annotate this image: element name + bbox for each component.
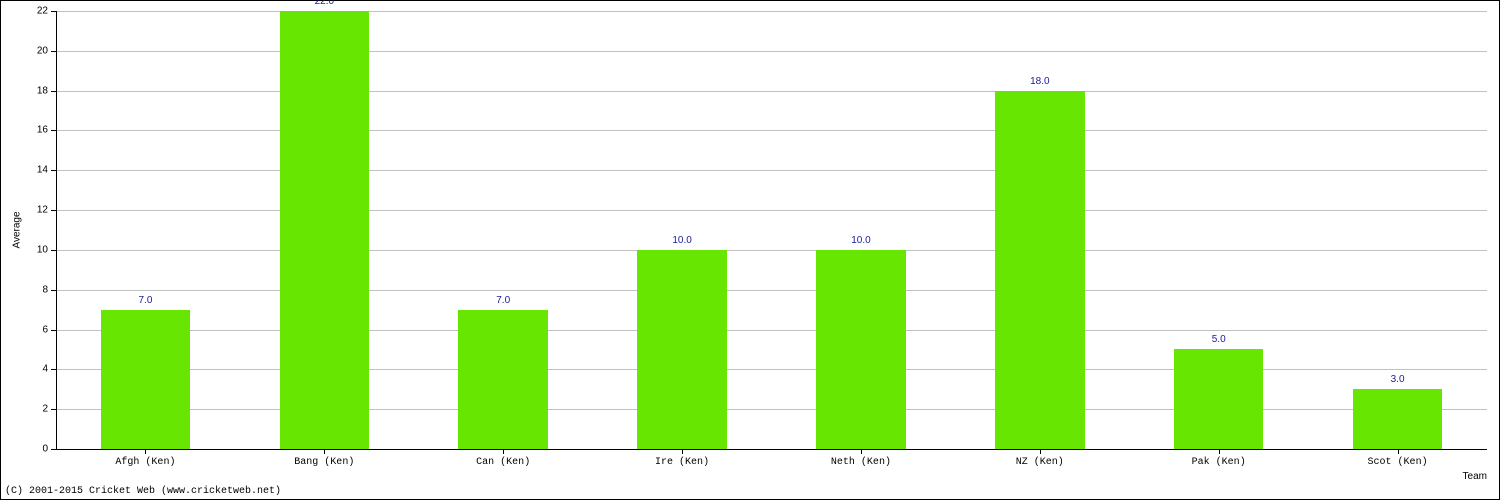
gridline bbox=[56, 11, 1487, 12]
y-tick-label: 0 bbox=[42, 444, 48, 455]
x-tick-label: Can (Ken) bbox=[476, 457, 530, 468]
y-tick-label: 10 bbox=[37, 244, 48, 255]
x-tick-label: Pak (Ken) bbox=[1192, 457, 1246, 468]
y-tick-label: 20 bbox=[37, 45, 48, 56]
x-tick-label: Neth (Ken) bbox=[831, 457, 891, 468]
gridline bbox=[56, 330, 1487, 331]
footer-copyright: (C) 2001-2015 Cricket Web (www.cricketwe… bbox=[5, 486, 281, 497]
y-tick-label: 8 bbox=[42, 284, 48, 295]
x-tick-mark bbox=[1398, 449, 1399, 454]
chart-frame: 0 2 4 6 8 10 12 14 16 18 20 22 7.0 Afgh (Ken) 22.0 Bang… bbox=[0, 0, 1500, 500]
x-tick-label: Bang (Ken) bbox=[294, 457, 354, 468]
y-tick-label: 4 bbox=[42, 364, 48, 375]
x-axis-title: Team bbox=[1463, 471, 1487, 482]
y-axis-line bbox=[56, 11, 57, 449]
y-tick-label: 22 bbox=[37, 6, 48, 17]
bar bbox=[458, 310, 547, 449]
gridline bbox=[56, 91, 1487, 92]
x-tick-mark bbox=[1040, 449, 1041, 454]
plot-area: 02468101214161820227.0Afgh (Ken)22.0Bang… bbox=[56, 11, 1487, 449]
bar bbox=[1174, 349, 1263, 449]
bar-value-label: 7.0 bbox=[496, 295, 510, 306]
y-axis-title: Average bbox=[12, 211, 23, 248]
y-tick-label: 14 bbox=[37, 165, 48, 176]
x-tick-label: Afgh (Ken) bbox=[115, 457, 175, 468]
gridline bbox=[56, 409, 1487, 410]
x-tick-label: Ire (Ken) bbox=[655, 457, 709, 468]
y-tick-label: 12 bbox=[37, 205, 48, 216]
x-tick-label: Scot (Ken) bbox=[1368, 457, 1428, 468]
x-tick-mark bbox=[324, 449, 325, 454]
x-tick-mark bbox=[145, 449, 146, 454]
bar bbox=[280, 11, 369, 449]
bar-value-label: 10.0 bbox=[672, 235, 691, 246]
bar bbox=[816, 250, 905, 449]
y-tick-label: 18 bbox=[37, 85, 48, 96]
bar bbox=[1353, 389, 1442, 449]
bar-value-label: 5.0 bbox=[1212, 334, 1226, 345]
bar bbox=[101, 310, 190, 449]
y-tick-label: 2 bbox=[42, 404, 48, 415]
y-tick-label: 6 bbox=[42, 324, 48, 335]
x-tick-mark bbox=[503, 449, 504, 454]
bar bbox=[995, 91, 1084, 449]
gridline bbox=[56, 130, 1487, 131]
bar bbox=[637, 250, 726, 449]
x-tick-mark bbox=[1219, 449, 1220, 454]
y-tick-label: 16 bbox=[37, 125, 48, 136]
gridline bbox=[56, 250, 1487, 251]
bar-value-label: 10.0 bbox=[851, 235, 870, 246]
gridline bbox=[56, 369, 1487, 370]
gridline bbox=[56, 290, 1487, 291]
x-tick-mark bbox=[682, 449, 683, 454]
bar-value-label: 7.0 bbox=[138, 295, 152, 306]
bar-value-label: 3.0 bbox=[1391, 374, 1405, 385]
gridline bbox=[56, 51, 1487, 52]
x-tick-mark bbox=[861, 449, 862, 454]
gridline bbox=[56, 170, 1487, 171]
bar-value-label: 22.0 bbox=[315, 0, 334, 7]
bar-value-label: 18.0 bbox=[1030, 76, 1049, 87]
x-axis-line bbox=[56, 449, 1487, 450]
x-tick-label: NZ (Ken) bbox=[1016, 457, 1064, 468]
gridline bbox=[56, 210, 1487, 211]
